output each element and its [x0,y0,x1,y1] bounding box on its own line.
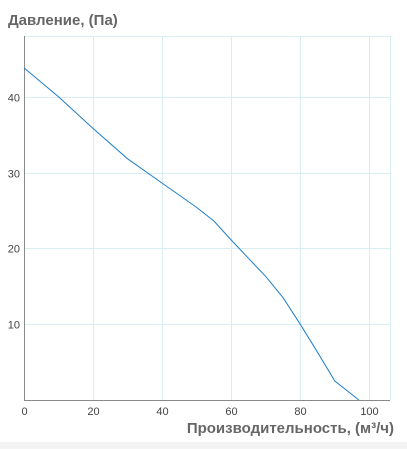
x-tick-label-0: 0 [21,406,27,418]
x-tick-label-20: 20 [87,406,99,418]
x-tick-label-80: 80 [294,406,306,418]
y-axis-title: Давление, (Па) [8,12,118,29]
x-tick-label-100: 100 [360,406,378,418]
bottom-band [0,442,407,449]
grid [24,36,391,400]
pressure-curve-line [23,67,360,401]
y-tick-label-20: 20 [8,244,20,256]
y-tick-label-30: 30 [8,169,20,181]
y-tick-label-40: 40 [8,93,20,105]
x-tick-label-40: 40 [156,406,168,418]
y-tick-label-10: 10 [8,320,20,332]
series-layer [23,67,360,401]
x-tick-label-60: 60 [225,406,237,418]
tick-labels: 0 20 40 60 80 100 10 20 30 40 [8,93,379,419]
x-axis-title: Производительность, (м³/ч) [187,420,394,437]
axes [24,36,390,401]
